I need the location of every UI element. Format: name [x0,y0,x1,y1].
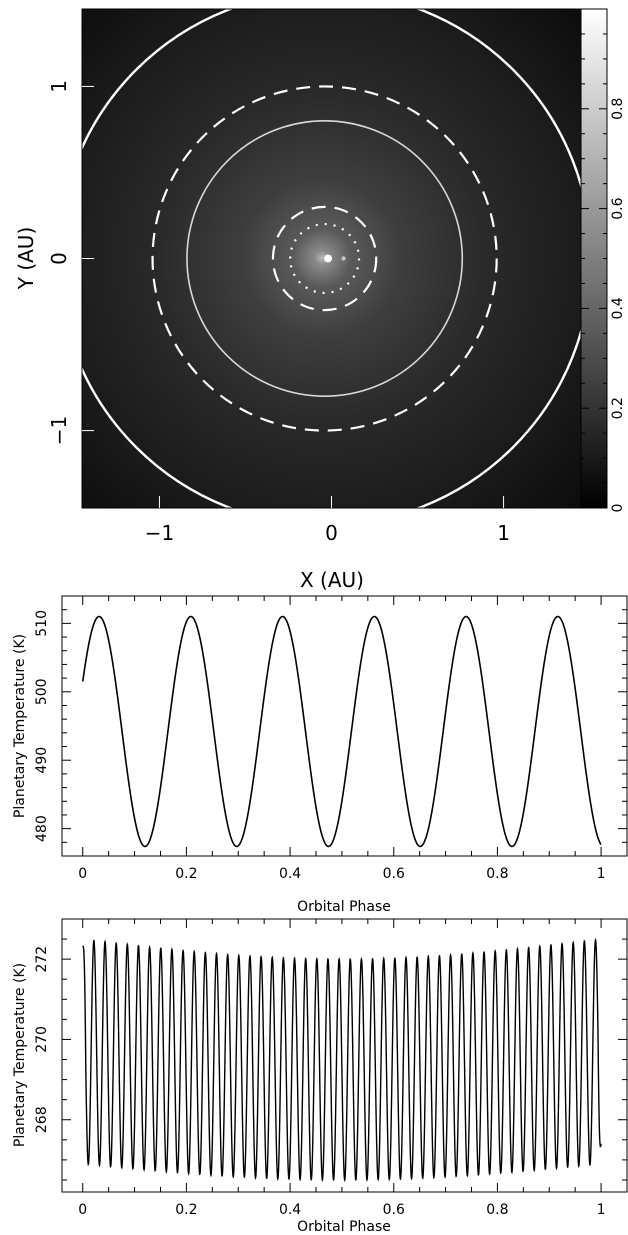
temp1-frame [61,595,628,857]
map-x-axis: −1 0 1 [145,496,510,545]
x-tick-label: 0.6 [383,1202,405,1218]
map-panel: −1 0 1 −1 0 1 X (AU) Y (AU) [14,8,582,592]
map-x-axis-label: X (AU) [300,568,364,592]
temperature-panel-2: 0 0.2 0.4 0.6 0.8 1 268 270 272 Orbital Phase Pl… [12,918,628,1235]
map-y-axis: −1 0 1 [47,80,94,445]
y-tick-label: 268 [34,1106,50,1133]
orbit-circle-dashed [151,85,498,432]
map-y-axis-label: Y (AU) [14,227,38,291]
x-tick-label: 0.6 [383,866,405,882]
x-tick-label: 1 [597,866,606,882]
temp2-y-axis-label: Planetary Temperature (K) [12,963,28,1147]
temp2-axes: 0 0.2 0.4 0.6 0.8 1 268 270 272 [34,918,627,1218]
colorbar: 0 0.2 0.4 0.6 0.8 [580,8,626,513]
map-x-tick-label: −1 [145,521,174,545]
map-y-tick-label: 1 [47,80,71,93]
x-tick-label: 0.4 [279,1202,301,1218]
x-tick-label: 0 [78,866,87,882]
temp1-series-line [81,615,602,848]
temp2-frame [61,918,628,1193]
map-overlays [82,9,581,508]
map-x-tick-label: 1 [497,521,510,545]
x-tick-label: 0.4 [279,866,301,882]
y-tick-label: 272 [34,946,50,973]
x-tick-label: 1 [597,1202,606,1218]
temp1-y-axis-label: Planetary Temperature (K) [12,634,28,818]
colorbar-tick-label: 0.8 [610,98,626,120]
orbit-circle-dashed [271,205,378,312]
star-marker [341,256,346,261]
orbit-circle-solid [186,120,464,397]
map-y-tick-label: 0 [47,252,71,265]
y-tick-label: 500 [34,678,50,705]
y-tick-label: 480 [34,815,50,842]
temperature-panel-1: 0 0.2 0.4 0.6 0.8 1 480 490 500 510 Orbital Phase… [12,595,628,915]
map-y-tick-label: −1 [47,416,71,445]
x-tick-label: 0.2 [175,866,197,882]
x-tick-label: 0.8 [486,866,508,882]
y-tick-label: 490 [34,747,50,774]
temp1-axes: 0 0.2 0.4 0.6 0.8 1 480 490 500 510 [34,595,627,882]
x-tick-label: 0.2 [175,1202,197,1218]
colorbar-tick-label: 0.4 [610,297,626,319]
colorbar-tick-label: 0 [610,504,626,513]
x-tick-label: 0.8 [486,1202,508,1218]
temp1-x-axis-label: Orbital Phase [297,899,391,915]
temp2-series-line [82,937,602,1182]
y-tick-label: 510 [34,610,50,637]
map-x-tick-label: 0 [325,521,338,545]
colorbar-tick-label: 0.2 [610,397,626,419]
colorbar-ticks: 0 0.2 0.4 0.6 0.8 [581,8,626,513]
orbit-circle-dotted [289,222,361,295]
y-tick-label: 270 [34,1026,50,1053]
star-marker [324,254,333,263]
colorbar-tick-label: 0.6 [610,197,626,219]
temp2-x-axis-label: Orbital Phase [297,1219,391,1235]
x-tick-label: 0 [78,1202,87,1218]
